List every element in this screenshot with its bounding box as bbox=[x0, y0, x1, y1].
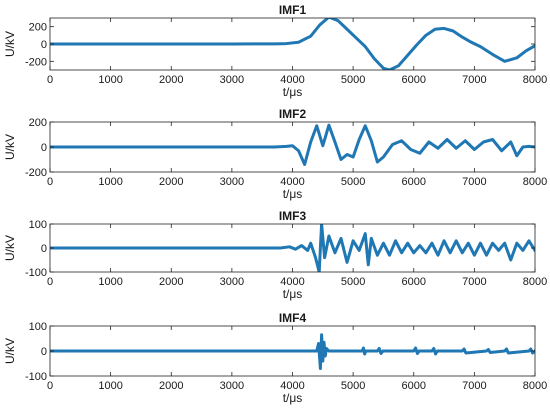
x-tick-label: 2000 bbox=[159, 276, 183, 288]
panel-imf4: 0 1000 2000 3000 4000 5000 6000 7000 8000-100010… bbox=[3, 311, 547, 405]
panel-imf2: 0 1000 2000 3000 4000 5000 6000 7000 8000-200020… bbox=[3, 107, 547, 201]
x-tick-label: 0 bbox=[47, 380, 53, 392]
x-tick-label: 8000 bbox=[523, 276, 547, 288]
x-axis-label: t/μs bbox=[283, 187, 303, 201]
x-tick-label: 3000 bbox=[220, 176, 244, 188]
y-tick-label: 0 bbox=[41, 39, 47, 51]
series-line bbox=[50, 333, 535, 370]
x-tick-label: 8000 bbox=[523, 380, 547, 392]
y-axis-label: U/kV bbox=[3, 338, 17, 364]
panel-title: IMF3 bbox=[279, 209, 307, 223]
x-tick-label: 4000 bbox=[280, 380, 304, 392]
x-tick-label: 5000 bbox=[341, 176, 365, 188]
x-tick-label: 7000 bbox=[462, 74, 486, 86]
x-tick-label: 7000 bbox=[462, 176, 486, 188]
y-tick-label: 100 bbox=[29, 321, 47, 333]
series-line bbox=[50, 18, 535, 70]
y-axis-label: U/kV bbox=[3, 31, 17, 57]
x-tick-label: 3000 bbox=[220, 380, 244, 392]
x-tick-label: 4000 bbox=[280, 276, 304, 288]
x-tick-label: 4000 bbox=[280, 74, 304, 86]
x-tick-label: 7000 bbox=[462, 380, 486, 392]
x-tick-label: 8000 bbox=[523, 176, 547, 188]
x-tick-label: 0 bbox=[47, 74, 53, 86]
x-tick-label: 7000 bbox=[462, 276, 486, 288]
x-axis-label: t/μs bbox=[283, 287, 303, 301]
x-axis-label: t/μs bbox=[283, 85, 303, 99]
panel-title: IMF2 bbox=[279, 107, 307, 121]
x-tick-label: 0 bbox=[47, 176, 53, 188]
x-tick-label: 8000 bbox=[523, 74, 547, 86]
y-tick-label: 0 bbox=[41, 243, 47, 255]
panel-title: IMF4 bbox=[279, 311, 307, 325]
panel-title: IMF1 bbox=[279, 3, 307, 17]
x-tick-label: 1000 bbox=[98, 176, 122, 188]
y-tick-label: 200 bbox=[29, 117, 47, 129]
x-tick-label: 5000 bbox=[341, 74, 365, 86]
panel-imf1: 0 1000 2000 3000 4000 5000 6000 7000 8000-200020… bbox=[3, 3, 547, 99]
x-tick-label: 2000 bbox=[159, 176, 183, 188]
y-tick-label: -200 bbox=[25, 56, 47, 68]
y-tick-label: 200 bbox=[29, 22, 47, 34]
x-tick-label: 2000 bbox=[159, 74, 183, 86]
y-axis-label: U/kV bbox=[3, 235, 17, 261]
x-tick-label: 6000 bbox=[402, 176, 426, 188]
x-tick-label: 6000 bbox=[402, 380, 426, 392]
x-tick-label: 6000 bbox=[402, 74, 426, 86]
x-tick-label: 0 bbox=[47, 276, 53, 288]
x-tick-label: 2000 bbox=[159, 380, 183, 392]
y-tick-label: 0 bbox=[41, 142, 47, 154]
x-tick-label: 5000 bbox=[341, 276, 365, 288]
x-tick-label: 5000 bbox=[341, 380, 365, 392]
y-axis-label: U/kV bbox=[3, 134, 17, 160]
x-tick-label: 3000 bbox=[220, 276, 244, 288]
x-tick-label: 3000 bbox=[220, 74, 244, 86]
series-line bbox=[50, 123, 535, 166]
y-tick-label: 100 bbox=[29, 219, 47, 231]
x-tick-label: 1000 bbox=[98, 74, 122, 86]
series-line bbox=[50, 224, 535, 272]
x-tick-label: 4000 bbox=[280, 176, 304, 188]
x-tick-label: 6000 bbox=[402, 276, 426, 288]
x-tick-label: 1000 bbox=[98, 380, 122, 392]
x-axis-label: t/μs bbox=[283, 391, 303, 405]
y-tick-label: 0 bbox=[41, 346, 47, 358]
y-tick-label: -100 bbox=[25, 267, 47, 279]
x-tick-label: 1000 bbox=[98, 276, 122, 288]
y-tick-label: -100 bbox=[25, 371, 47, 383]
panel-imf3: 0 1000 2000 3000 4000 5000 6000 7000 8000-100010… bbox=[3, 209, 547, 301]
y-tick-label: -200 bbox=[25, 167, 47, 179]
